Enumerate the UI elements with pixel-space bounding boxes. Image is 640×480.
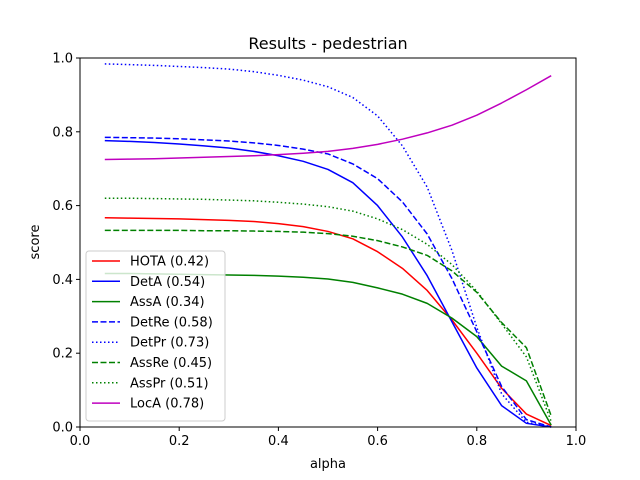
legend: HOTA (0.42) DetA (0.54) AssA (0.34) DetRe (… <box>85 250 226 422</box>
legend-label: LocA (0.78) <box>130 397 204 412</box>
legend-label: AssRe (0.45) <box>130 356 212 371</box>
chart-title: Results - pedestrian <box>248 34 407 53</box>
y-tick-label: 0.8 <box>52 125 73 140</box>
x-tick-label: 0.6 <box>367 434 388 449</box>
plot-area-frame <box>79 57 577 428</box>
series-line-1 <box>104 139 552 428</box>
legend-label: AssA (0.34) <box>130 295 205 310</box>
x-tick-label: 0.0 <box>70 434 91 449</box>
x-tick-label: 0.2 <box>169 434 190 449</box>
x-tick-label: 1.0 <box>566 434 587 449</box>
y-tick-label: 0.0 <box>52 421 73 436</box>
series-line-4 <box>104 63 552 428</box>
y-tick-label: 0.4 <box>52 273 73 288</box>
series-line-5 <box>104 229 552 417</box>
legend-label: DetPr (0.73) <box>130 336 209 351</box>
legend-label: AssPr (0.51) <box>130 376 209 391</box>
x-tick-label: 0.8 <box>466 434 487 449</box>
series-line-3 <box>104 136 552 428</box>
x-axis: 0.0 0.2 0.4 0.6 0.8 1.0 <box>70 427 587 449</box>
series-line-0 <box>104 217 552 427</box>
x-tick-label: 0.4 <box>268 434 289 449</box>
legend-label: DetRe (0.58) <box>130 315 213 330</box>
legend-box <box>85 250 226 422</box>
y-tick-label: 0.6 <box>52 199 73 214</box>
legend-label: HOTA (0.42) <box>130 255 209 270</box>
y-tick-label: 0.2 <box>52 347 73 362</box>
y-axis-label: score <box>28 225 43 260</box>
series-line-7 <box>104 75 552 161</box>
y-axis: 0.0 0.2 0.4 0.6 0.8 1.0 <box>52 52 80 436</box>
y-tick-label: 1.0 <box>52 52 73 67</box>
legend-items: HOTA (0.42) DetA (0.54) AssA (0.34) DetRe (… <box>92 255 213 412</box>
legend-label: DetA (0.54) <box>130 275 205 290</box>
x-axis-label: alpha <box>310 457 346 472</box>
